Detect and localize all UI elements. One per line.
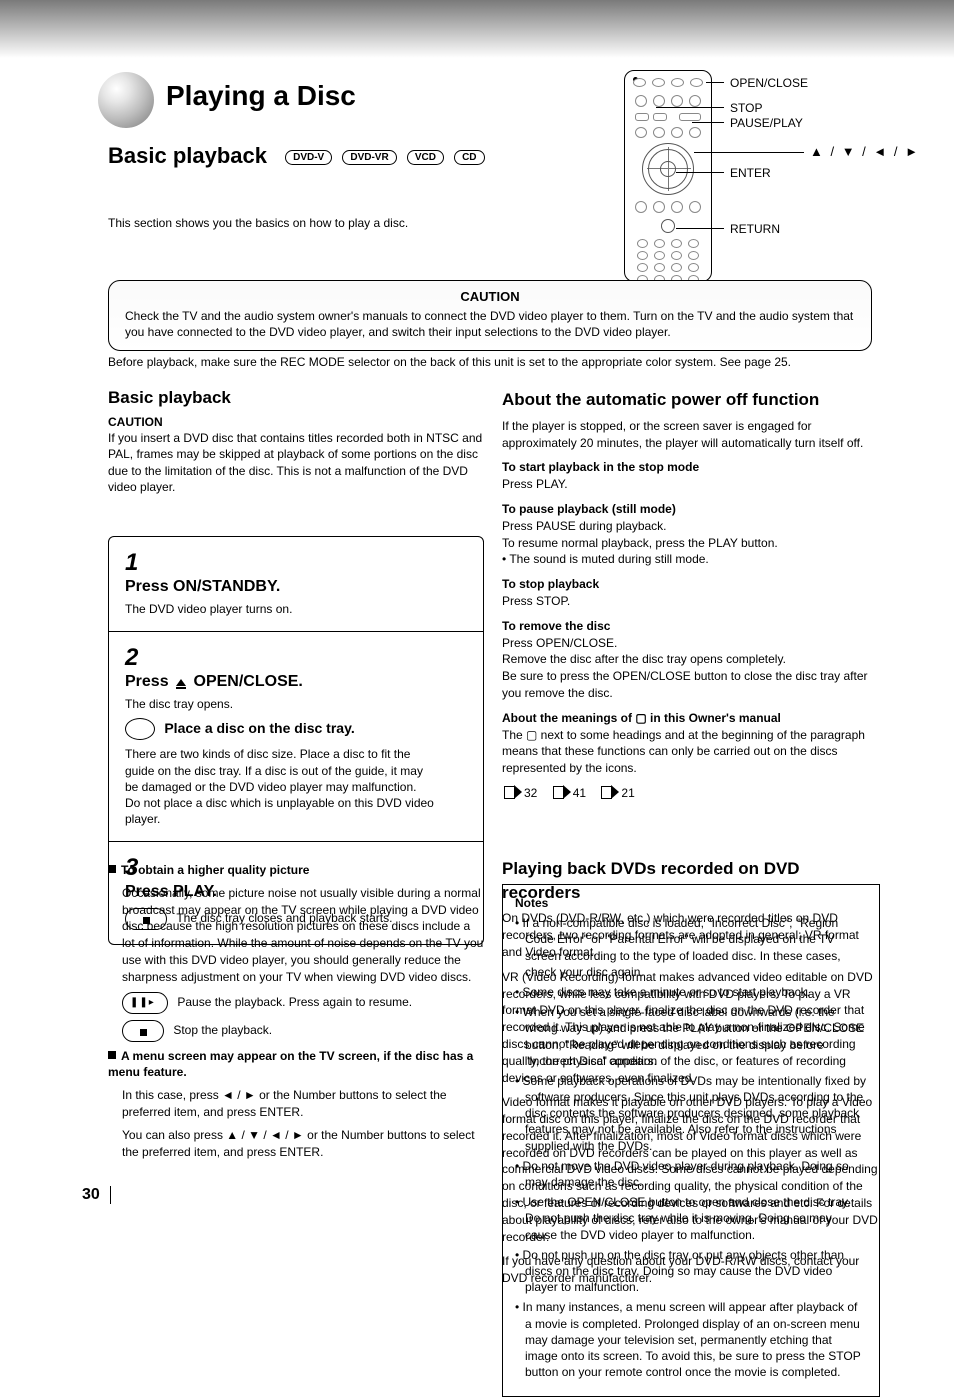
header-gradient xyxy=(0,0,954,58)
start-text: Press PLAY. xyxy=(502,477,568,491)
label-dpad: ▲ / ▼ / ◄ / ► xyxy=(810,144,920,159)
badge-cd: CD xyxy=(454,150,484,165)
label-enter: ENTER xyxy=(730,166,771,180)
step-2-heading-a: Press xyxy=(125,673,173,690)
pause-line: Pause the playback. Press again to resum… xyxy=(177,995,412,1009)
step-2: 2 Press OPEN/CLOSE. The disc tray opens.… xyxy=(109,632,483,842)
pause-title: To pause playback (still mode) xyxy=(502,502,676,516)
stopsec-title: To stop playback xyxy=(502,577,599,591)
page-ref-icon xyxy=(504,786,522,798)
bullet-quality-title: To obtain a higher quality picture xyxy=(121,863,309,877)
note-item: When you set a single-faced disc label d… xyxy=(515,1004,867,1069)
page-ref-1: 32 xyxy=(524,786,537,800)
meanings-text: The ▢ next to some headings and at the b… xyxy=(502,728,865,776)
note-item: Do not push up on the disc tray or put a… xyxy=(515,1247,867,1296)
square-bullet-icon xyxy=(108,865,116,873)
note-item: Use the OPEN/CLOSE button to open and cl… xyxy=(515,1194,867,1243)
below-steps-block: To obtain a higher quality picture Occas… xyxy=(108,862,484,1166)
label-stop: STOP xyxy=(730,101,762,115)
note-item: In many instances, a menu screen will ap… xyxy=(515,1299,867,1380)
step-1-heading: Press ON/STANDBY. xyxy=(125,577,435,597)
step-2-place-disc: Place a disc on the disc tray. xyxy=(164,720,354,736)
removedisc-text: Press OPEN/CLOSE. Remove the disc after … xyxy=(502,636,868,700)
stop-icon xyxy=(122,1020,164,1042)
notes-box: Notes If a non-compatible disc is loaded… xyxy=(502,884,880,1397)
step-2-text1: The disc tray opens. xyxy=(125,696,435,712)
lead-line xyxy=(706,82,724,83)
sphere-decoration xyxy=(98,72,154,128)
step-1-text: The DVD video player turns on. xyxy=(125,601,435,617)
note-item: Some discs may take a minute or so to st… xyxy=(515,984,867,1000)
meanings-title: About the meanings of ▢ in this Owner's … xyxy=(502,711,781,725)
note-item: Some playback operations of DVDs may be … xyxy=(515,1073,867,1154)
caution-label: CAUTION xyxy=(108,415,163,429)
pause-text: Press PAUSE during playback. To resume n… xyxy=(502,519,778,567)
caution-title: CAUTION xyxy=(125,289,855,304)
eject-icon xyxy=(176,679,186,686)
start-title: To start playback in the stop mode xyxy=(502,460,699,474)
open-close-button-icon xyxy=(125,718,155,740)
bullet-menu-title: A menu screen may appear on the TV scree… xyxy=(108,1049,473,1080)
basic-playback-caution: CAUTION If you insert a DVD disc that co… xyxy=(108,414,484,495)
badge-vcd: VCD xyxy=(407,150,444,165)
bullet-menu-text1: In this case, press ◄ / ► or the Number … xyxy=(122,1087,484,1121)
square-bullet-icon xyxy=(108,1051,116,1059)
step-2-text2: There are two kinds of disc size. Place … xyxy=(125,746,435,827)
intro-text: This section shows you the basics on how… xyxy=(108,215,588,231)
step-2-heading-b: OPEN/CLOSE. xyxy=(194,673,303,690)
lead-line xyxy=(692,122,724,123)
removedisc-title: To remove the disc xyxy=(502,619,610,633)
label-return: RETURN xyxy=(730,222,780,236)
page-ref-icon xyxy=(601,786,619,798)
note-item: Do not move the DVD video player during … xyxy=(515,1158,867,1190)
badge-dvdvr: DVD-VR xyxy=(342,150,396,165)
caution-body: If you insert a DVD disc that contains t… xyxy=(108,431,482,494)
disc-badges: DVD-V DVD-VR VCD CD xyxy=(285,140,488,166)
caution-text: Check the TV and the audio system owner'… xyxy=(125,308,855,340)
bullet-quality-text: Occasionally, some picture noise not usu… xyxy=(122,885,484,986)
note-item: If a non-compatible disc is loaded, "Inc… xyxy=(515,915,867,980)
lead-line xyxy=(694,152,804,153)
page-ref-icon xyxy=(553,786,571,798)
subtitle-block: Basic playback DVD-V DVD-VR VCD CD xyxy=(108,140,568,169)
notes-title: Notes xyxy=(515,895,867,911)
pause-play-icon xyxy=(122,992,168,1014)
page-ref-2: 41 xyxy=(573,786,586,800)
page-number: 30 xyxy=(82,1186,111,1204)
lead-line xyxy=(676,228,724,229)
badge-dvdv: DVD-V xyxy=(285,150,332,165)
basic-playback-title: Basic playback xyxy=(108,388,231,408)
stopsec-text: Press STOP. xyxy=(502,594,570,608)
before-playback-text: Before playback, make sure the REC MODE … xyxy=(108,355,868,369)
auto-off-text: If the player is stopped, or the screen … xyxy=(502,418,880,452)
lead-line xyxy=(676,172,724,173)
label-pauseplay: PAUSE/PLAY xyxy=(730,116,803,130)
caution-callout: CAUTION Check the TV and the audio syste… xyxy=(108,280,872,351)
page-ref-3: 21 xyxy=(621,786,634,800)
subtitle-basic: Basic playback xyxy=(108,143,267,168)
bullet-menu-text2: You can also press ▲ / ▼ / ◄ / ► or the … xyxy=(122,1127,484,1161)
step-1: 1 Press ON/STANDBY. The DVD video player… xyxy=(109,537,483,632)
step-1-number: 1 xyxy=(125,549,153,577)
stop-line: Stop the playback. xyxy=(173,1023,272,1037)
auto-off-title: About the automatic power off function xyxy=(502,388,880,412)
remote-illustration xyxy=(624,70,712,282)
page-title: Playing a Disc xyxy=(166,80,356,112)
lead-line xyxy=(656,107,724,108)
step-2-number: 2 xyxy=(125,644,153,672)
notes-list: If a non-compatible disc is loaded, "Inc… xyxy=(515,915,867,1380)
label-open-close: OPEN/CLOSE xyxy=(730,76,808,90)
